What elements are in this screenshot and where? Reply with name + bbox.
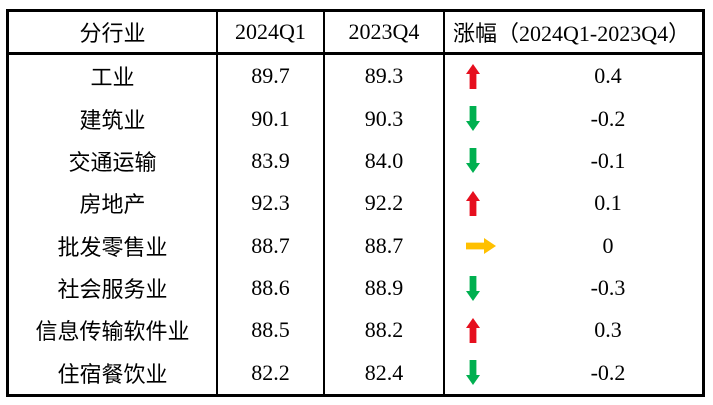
value-2023q4: 88.2 xyxy=(325,309,445,352)
up-arrow-icon xyxy=(466,317,498,343)
industry-name: 住宿餐饮业 xyxy=(9,351,218,394)
change-cell: -0.3 xyxy=(445,267,702,309)
column-header-industry: 分行业 xyxy=(9,12,218,52)
change-value: -0.3 xyxy=(590,275,626,301)
change-cell: 0.4 xyxy=(445,55,702,97)
value-2024q1: 88.6 xyxy=(218,266,325,310)
industry-index-table: 分行业 2024Q1 2023Q4 涨幅（2024Q1-2023Q4） 工业 8… xyxy=(6,9,705,397)
value-2024q1: 82.2 xyxy=(218,351,325,394)
change-value: 0.4 xyxy=(594,63,622,89)
table-row: 住宿餐饮业 82.2 82.4 -0.2 xyxy=(9,351,702,394)
change-value: -0.2 xyxy=(590,359,626,385)
value-2024q1: 92.3 xyxy=(218,182,325,225)
table-row: 信息传输软件业 88.5 88.2 0.3 xyxy=(9,309,702,352)
right-arrow-icon xyxy=(466,237,498,254)
industry-name: 交通运输 xyxy=(9,139,218,183)
change-value: 0.1 xyxy=(594,190,622,216)
column-header-2024q1: 2024Q1 xyxy=(218,12,325,52)
value-2023q4: 89.3 xyxy=(325,55,445,98)
value-2023q4: 92.2 xyxy=(325,182,445,225)
value-2024q1: 90.1 xyxy=(218,97,325,140)
column-header-change: 涨幅（2024Q1-2023Q4） xyxy=(453,21,691,46)
table-body: 工业 89.7 89.3 0.4 建筑业 90.1 90.3 -0.2 交通运输… xyxy=(9,55,702,394)
table-row: 工业 89.7 89.3 0.4 xyxy=(9,55,702,98)
industry-name: 建筑业 xyxy=(9,97,218,140)
value-2024q1: 89.7 xyxy=(218,55,325,98)
industry-name: 房地产 xyxy=(9,182,218,225)
value-2023q4: 90.3 xyxy=(325,97,445,140)
change-cell: 0 xyxy=(445,225,702,267)
table-row: 房地产 92.3 92.2 0.1 xyxy=(9,182,702,225)
down-arrow-icon xyxy=(466,360,498,386)
change-cell: -0.2 xyxy=(445,352,702,394)
up-arrow-icon xyxy=(466,63,498,89)
value-2024q1: 88.7 xyxy=(218,224,325,267)
up-arrow-icon xyxy=(466,190,498,216)
value-2023q4: 88.9 xyxy=(325,266,445,310)
value-2024q1: 88.5 xyxy=(218,309,325,352)
column-header-2023q4: 2023Q4 xyxy=(325,12,445,52)
change-value: 0 xyxy=(602,232,614,258)
change-value: -0.2 xyxy=(590,105,626,131)
table-row: 建筑业 90.1 90.3 -0.2 xyxy=(9,97,702,140)
change-value: -0.1 xyxy=(590,147,626,173)
down-arrow-icon xyxy=(466,275,498,301)
change-value: 0.3 xyxy=(594,317,622,343)
change-cell: 0.1 xyxy=(445,182,702,224)
value-2023q4: 84.0 xyxy=(325,139,445,183)
table-row: 批发零售业 88.7 88.7 0 xyxy=(9,224,702,267)
industry-name: 批发零售业 xyxy=(9,224,218,267)
table-header-row: 分行业 2024Q1 2023Q4 涨幅（2024Q1-2023Q4） xyxy=(9,12,702,55)
industry-name: 社会服务业 xyxy=(9,266,218,310)
value-2023q4: 88.7 xyxy=(325,224,445,267)
value-2024q1: 83.9 xyxy=(218,139,325,183)
change-cell: 0.3 xyxy=(445,309,702,351)
value-2023q4: 82.4 xyxy=(325,351,445,394)
table-row: 社会服务业 88.6 88.9 -0.3 xyxy=(9,266,702,310)
down-arrow-icon xyxy=(466,148,498,174)
table-row: 交通运输 83.9 84.0 -0.1 xyxy=(9,139,702,183)
down-arrow-icon xyxy=(466,106,498,132)
change-cell: -0.1 xyxy=(445,140,702,182)
change-cell: -0.2 xyxy=(445,97,702,139)
industry-name: 信息传输软件业 xyxy=(9,309,218,352)
industry-name: 工业 xyxy=(9,55,218,98)
